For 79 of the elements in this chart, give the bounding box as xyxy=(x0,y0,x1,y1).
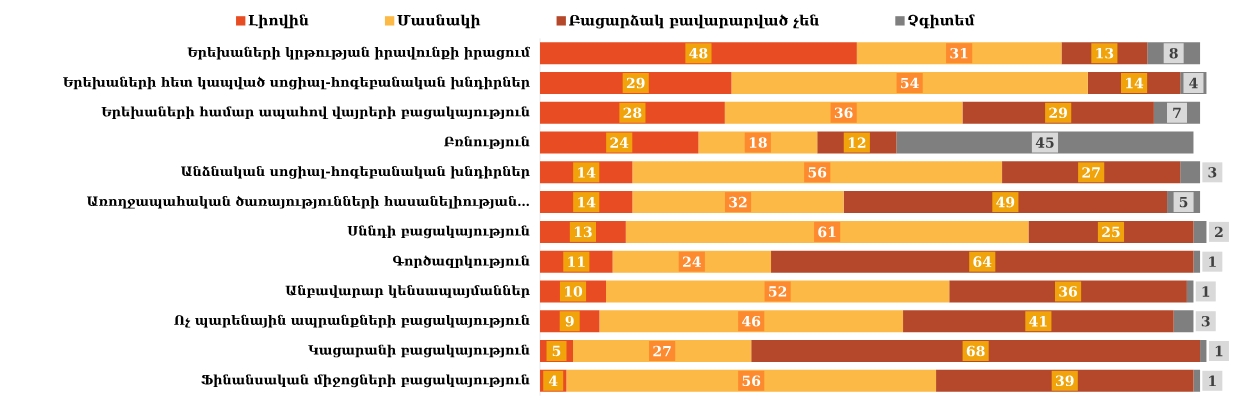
data-label: 56 xyxy=(742,375,761,387)
bar xyxy=(540,42,857,65)
data-label: 14 xyxy=(578,167,596,178)
data-label: 27 xyxy=(653,345,671,357)
data-label: 13 xyxy=(1096,47,1114,59)
data-label: 11 xyxy=(568,256,585,267)
data-label: 4 xyxy=(1189,77,1198,89)
y-tick-label: Անբավարար կենսապայմաններ xyxy=(285,285,530,298)
data-label: 13 xyxy=(574,226,592,238)
bar xyxy=(751,340,1201,362)
data-label: 29 xyxy=(1049,107,1068,119)
data-label: 10 xyxy=(564,286,583,297)
data-label: 27 xyxy=(1082,167,1100,178)
data-label: 4 xyxy=(548,375,558,386)
bar xyxy=(896,131,1194,154)
data-label: 29 xyxy=(626,77,645,89)
bar xyxy=(936,369,1194,392)
data-label: 14 xyxy=(578,196,596,208)
bar xyxy=(599,310,904,333)
y-tick-label: Կացարանի բացակայություն xyxy=(308,344,530,358)
bar xyxy=(724,101,963,124)
y-tick-label: Սննդի բացակայություն xyxy=(347,225,530,239)
data-label: 24 xyxy=(683,256,701,267)
data-label: 32 xyxy=(729,196,747,208)
data-label: 5 xyxy=(552,345,561,357)
y-tick-label: Առողջապահական ծառայությունների հասանելիության… xyxy=(86,195,529,209)
data-label: 24 xyxy=(610,137,629,148)
bar xyxy=(632,161,1003,184)
data-label: 36 xyxy=(1059,286,1078,297)
data-label: 2 xyxy=(1215,226,1223,238)
legend-label: Մասնակի xyxy=(397,14,481,29)
data-label: 61 xyxy=(818,226,836,238)
data-label: 1 xyxy=(1215,345,1223,357)
data-label: 31 xyxy=(950,47,968,59)
bar xyxy=(771,250,1194,273)
data-label: 36 xyxy=(834,107,853,119)
bar xyxy=(625,220,1029,243)
data-label: 45 xyxy=(1035,137,1054,148)
data-label: 12 xyxy=(848,137,866,148)
data-label: 54 xyxy=(901,77,919,89)
data-label: 18 xyxy=(749,137,767,148)
data-label: 7 xyxy=(1173,107,1181,118)
data-label: 1 xyxy=(1209,256,1216,267)
y-tick-label: Գործազրկություն xyxy=(393,255,530,269)
data-label: 5 xyxy=(1179,196,1188,208)
bar xyxy=(949,280,1187,303)
data-label: 64 xyxy=(973,256,992,267)
y-tick-label: Երեխաների հետ կապված սոցիալ-հոգեբանական խնդիրներ xyxy=(63,76,530,90)
bar xyxy=(632,191,844,214)
bar xyxy=(903,310,1174,333)
legend-label: Բացարձակ բավարարված չեն xyxy=(569,14,819,29)
bar xyxy=(606,280,950,303)
data-label: 52 xyxy=(769,286,787,297)
data-label: 49 xyxy=(996,196,1015,208)
y-tick-label: Բռնություն xyxy=(444,136,530,149)
data-label: 9 xyxy=(565,315,574,327)
y-tick-label: Ոչ պարենային ապրանքների բացակայություն xyxy=(174,314,530,328)
data-label: 39 xyxy=(1056,375,1074,387)
data-label: 1 xyxy=(1209,375,1216,386)
data-label: 46 xyxy=(742,315,761,327)
y-tick-label: Երեխաների համար ապահով վայրերի բացակայություն xyxy=(101,106,530,120)
data-label: 56 xyxy=(808,167,827,178)
y-tick-label: Ֆինանսական միջոցների բացակայություն xyxy=(201,374,530,388)
bar xyxy=(731,72,1088,95)
data-label: 25 xyxy=(1102,226,1120,238)
data-label: 68 xyxy=(966,345,985,357)
data-label: 3 xyxy=(1208,167,1217,178)
data-label: 48 xyxy=(689,47,708,59)
data-label: 14 xyxy=(1126,77,1144,89)
data-label: 41 xyxy=(1029,316,1047,327)
y-tick-label: Անձնական սոցիալ-հոգեբանական խնդիրներ xyxy=(180,165,530,179)
bar xyxy=(843,191,1168,214)
data-label: 8 xyxy=(1169,47,1178,59)
data-label: 28 xyxy=(623,107,642,119)
y-tick-label: Երեխաների կրթության իրավունքի իրացում xyxy=(187,46,530,60)
data-label: 3 xyxy=(1201,315,1210,327)
legend-label: Չգիտեմ xyxy=(908,14,975,29)
legend-label: Լիովին xyxy=(248,14,309,29)
data-label: 1 xyxy=(1202,286,1210,297)
